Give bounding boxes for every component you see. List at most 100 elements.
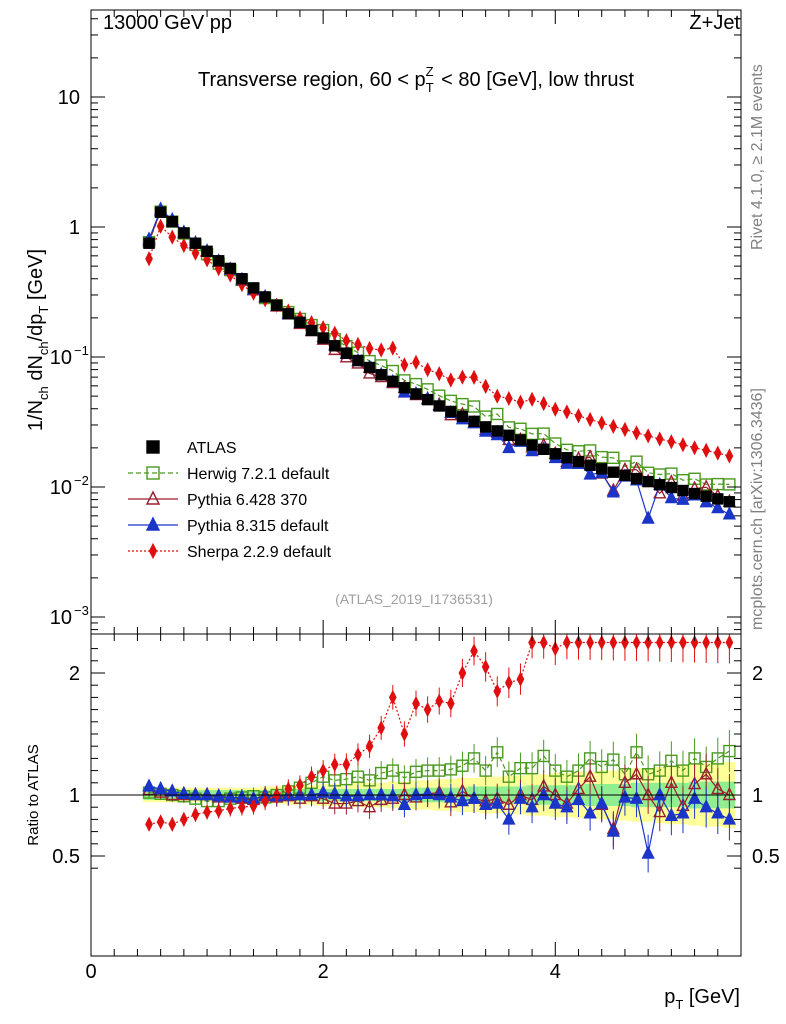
- ratio-point-sherpa: [679, 634, 687, 651]
- ratio-point-herwig: [467, 752, 481, 765]
- ratio-point-pythia8: [188, 786, 203, 801]
- main-y-axis-title: 1/Nch dNch/dpT [GeV]: [25, 249, 51, 431]
- main-point-sherpa: [679, 437, 687, 453]
- main-point-atlas: [375, 369, 387, 381]
- ratio-point-sherpa: [563, 634, 571, 651]
- main-point-atlas: [259, 291, 271, 303]
- ratio-point-sherpa: [551, 640, 560, 657]
- main-point-sherpa: [574, 408, 583, 424]
- ratio-point-sherpa: [388, 689, 397, 706]
- main-point-atlas: [479, 421, 492, 433]
- main-point-atlas: [398, 382, 411, 394]
- ratio-point-sherpa: [667, 634, 676, 651]
- ratio-point-sherpa: [377, 720, 386, 736]
- ratio-point-pythia8: [653, 786, 667, 801]
- main-plot-frame: [90, 9, 742, 635]
- main-point-herwig: [467, 400, 481, 413]
- ratio-point-pythia6: [629, 766, 644, 780]
- x-tick-label: 4: [550, 961, 561, 983]
- ratio-point-pythia8: [328, 785, 342, 799]
- main-point-atlas: [654, 479, 666, 491]
- ratio-point-pythia8: [444, 789, 458, 803]
- y-tick-label-main: 1: [69, 217, 80, 239]
- ratio-point-pythia8: [177, 785, 191, 799]
- main-point-herwig: [479, 410, 492, 423]
- main-point-atlas: [294, 316, 306, 328]
- main-point-herwig: [491, 407, 504, 421]
- main-point-sherpa: [319, 320, 328, 336]
- main-point-atlas: [712, 493, 724, 505]
- header-process-label: Z+Jet: [689, 12, 740, 34]
- main-point-atlas: [619, 469, 631, 482]
- ratio-point-pythia8: [722, 811, 737, 825]
- ratio-point-pythia8: [606, 823, 620, 837]
- ratio-point-sherpa: [690, 634, 699, 651]
- ratio-point-sherpa: [203, 804, 211, 820]
- ratio-point-pythia8: [165, 783, 179, 797]
- main-point-atlas: [723, 496, 736, 508]
- ratio-point-sherpa: [539, 634, 548, 651]
- ratio-point-herwig: [723, 744, 736, 758]
- ratio-point-sherpa: [702, 634, 711, 651]
- main-point-sherpa: [203, 252, 211, 268]
- main-point-atlas: [468, 415, 480, 428]
- main-point-atlas: [677, 484, 689, 497]
- main-point-atlas: [514, 434, 527, 446]
- main-point-sherpa: [330, 325, 339, 341]
- main-point-sherpa: [528, 391, 536, 407]
- legend-marker-sherpa: [148, 542, 158, 560]
- ratio-line-herwig: [148, 750, 730, 802]
- ratio-point-pythia8: [200, 786, 214, 801]
- legend-marker-atlas: [146, 440, 160, 454]
- ratio-point-sherpa: [446, 695, 455, 712]
- ratio-point-pythia8: [618, 789, 632, 803]
- main-point-atlas: [143, 237, 155, 249]
- main-point-sherpa: [725, 448, 734, 464]
- main-point-pythia8: [722, 506, 737, 520]
- ratio-point-pythia8: [374, 786, 388, 801]
- ratio-point-sherpa: [412, 695, 420, 712]
- ratio-point-sherpa: [261, 793, 269, 809]
- ratio-point-pythia8: [560, 799, 574, 813]
- ratio-plot-series: [142, 634, 737, 873]
- main-point-pythia8: [676, 491, 690, 505]
- main-point-pythia8: [606, 484, 620, 498]
- ratio-y-tick-label-right: 1: [752, 785, 763, 807]
- main-point-atlas: [630, 472, 643, 485]
- main-point-sherpa: [713, 445, 722, 461]
- ratio-point-sherpa: [168, 816, 177, 832]
- main-point-herwig: [583, 444, 597, 457]
- ratio-point-pythia8: [641, 845, 655, 859]
- main-point-atlas: [282, 308, 295, 320]
- main-point-sherpa: [493, 388, 502, 404]
- main-point-atlas: [607, 466, 620, 478]
- ratio-point-sherpa: [528, 634, 536, 651]
- ratio-point-pythia8: [537, 786, 551, 801]
- ratio-y-tick-label-right: 2: [752, 663, 763, 685]
- main-point-atlas: [154, 206, 167, 218]
- main-point-atlas: [456, 410, 469, 422]
- main-point-sherpa: [342, 332, 351, 349]
- main-point-atlas: [201, 245, 213, 258]
- ratio-point-sherpa: [214, 803, 223, 819]
- ratio-point-sherpa: [609, 634, 618, 651]
- ratio-point-sherpa: [145, 816, 153, 832]
- main-point-atlas: [410, 388, 422, 400]
- ratio-point-sherpa: [319, 762, 328, 779]
- main-point-sherpa: [365, 340, 374, 357]
- x-tick-label: 0: [85, 961, 96, 983]
- ratio-y-tick-label-right: 0.5: [752, 846, 780, 868]
- ratio-point-sherpa: [632, 634, 641, 651]
- main-point-atlas: [688, 487, 701, 500]
- main-point-sherpa: [388, 340, 397, 356]
- ratio-point-herwig: [479, 764, 492, 777]
- main-point-atlas: [271, 299, 283, 311]
- ratio-point-pythia8: [304, 786, 319, 801]
- main-point-sherpa: [551, 401, 560, 417]
- main-point-atlas: [166, 215, 178, 228]
- main-point-sherpa: [400, 357, 409, 373]
- main-point-sherpa: [354, 336, 362, 352]
- main-point-sherpa: [168, 229, 177, 245]
- main-point-atlas: [387, 375, 399, 388]
- main-line-herwig: [148, 210, 730, 486]
